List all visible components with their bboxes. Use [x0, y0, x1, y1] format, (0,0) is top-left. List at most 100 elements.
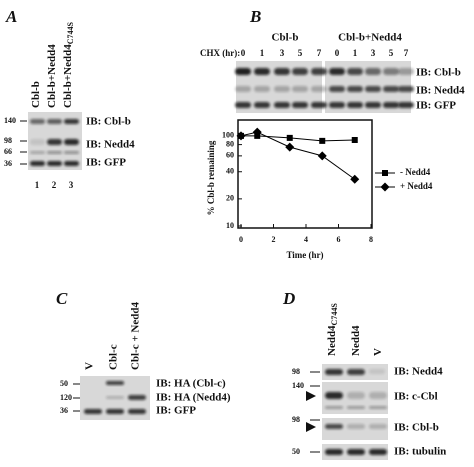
- band: [106, 381, 124, 385]
- band: [47, 119, 62, 124]
- band: [347, 68, 363, 75]
- lane-label: Nedd4: [350, 325, 362, 356]
- band: [347, 406, 365, 409]
- lane-label: Cbl-c: [108, 344, 120, 370]
- band: [398, 86, 414, 92]
- band: [329, 68, 345, 75]
- x-tick-label: 8: [369, 235, 373, 244]
- band: [254, 86, 270, 92]
- time-label: 3: [280, 48, 285, 58]
- point: [252, 127, 262, 137]
- marker-label: 36: [60, 406, 68, 415]
- y-tick-label: 60: [226, 151, 234, 160]
- point: [236, 131, 246, 141]
- band: [30, 151, 45, 154]
- blot-label: IB: HA (Cbl-c): [156, 378, 226, 390]
- lane-label-text: Cbl-b: [30, 81, 42, 108]
- band: [325, 392, 343, 399]
- point: [286, 134, 293, 141]
- blot-label: IB: Nedd4: [394, 366, 443, 378]
- band: [292, 68, 308, 75]
- band: [235, 68, 251, 75]
- blot-label: IB: c-Cbl: [394, 391, 438, 403]
- point: [317, 151, 327, 161]
- band: [47, 151, 62, 154]
- band: [254, 68, 270, 75]
- band: [369, 449, 387, 455]
- band: [369, 406, 387, 409]
- point: [285, 142, 295, 152]
- band: [369, 369, 385, 374]
- band: [292, 102, 308, 108]
- blot-label: IB: Cbl-b: [86, 116, 131, 128]
- marker-label: 140: [4, 116, 16, 125]
- marker-label: 36: [4, 159, 12, 168]
- band: [128, 409, 146, 414]
- panel-label: A: [5, 7, 17, 26]
- lane-label: Cbl-b+Nedd4: [46, 44, 58, 108]
- blot-label: IB: Nedd4: [86, 139, 135, 151]
- blot-label: IB: Cbl-b: [394, 422, 439, 434]
- band: [64, 119, 79, 124]
- chx-label: CHX (hr):: [200, 48, 240, 58]
- lane-label-text: Nedd4: [326, 325, 338, 356]
- lane-label: Nedd4C744S: [326, 303, 339, 356]
- band: [347, 369, 365, 375]
- marker-label: 140: [292, 381, 304, 390]
- marker-label: 66: [4, 147, 12, 156]
- point: [351, 136, 358, 143]
- marker-label: 120: [60, 393, 72, 402]
- band: [325, 369, 343, 375]
- group-label: Cbl-b: [272, 32, 299, 44]
- blot-label: IB: GFP: [416, 100, 456, 112]
- band: [30, 139, 45, 145]
- band: [254, 102, 270, 108]
- marker-label: 98: [292, 367, 300, 376]
- band: [47, 161, 62, 166]
- lane-label-text: Cbl-b+Nedd4: [62, 44, 74, 108]
- band: [325, 449, 343, 455]
- legend-marker: [382, 170, 388, 176]
- band: [347, 102, 363, 108]
- lane-label: V: [84, 362, 96, 370]
- band: [30, 161, 45, 166]
- band: [274, 68, 290, 75]
- band: [347, 86, 363, 92]
- band: [329, 86, 345, 92]
- band: [347, 449, 365, 455]
- blot-label: IB: Nedd4: [416, 85, 465, 97]
- x-tick-label: 6: [337, 235, 341, 244]
- y-tick-label: 80: [226, 139, 234, 148]
- lane-number: 3: [69, 180, 74, 190]
- band: [325, 424, 343, 429]
- band: [311, 68, 327, 75]
- lane-label: Cbl-b: [30, 81, 42, 108]
- band: [64, 151, 79, 154]
- arrow: [306, 391, 316, 401]
- y-tick-label: 100: [222, 131, 234, 140]
- band: [274, 86, 290, 92]
- time-label: 7: [317, 48, 322, 58]
- band: [383, 86, 399, 92]
- band: [398, 68, 414, 75]
- band: [329, 102, 345, 108]
- lane-label: Cbl-b+Nedd4C744S: [62, 21, 75, 108]
- legend-label: + Nedd4: [400, 181, 433, 191]
- group-label: Cbl-b+Nedd4: [338, 32, 402, 44]
- lane-label: Cbl-c + Nedd4: [130, 302, 142, 370]
- lane-label-sub: C744S: [330, 303, 339, 326]
- series-line: [240, 131, 356, 180]
- band: [30, 119, 45, 124]
- time-label: 5: [298, 48, 303, 58]
- blot-label: IB: tubulin: [394, 446, 446, 458]
- band: [325, 406, 343, 409]
- lane-number: 1: [35, 180, 40, 190]
- lane-label-text: V: [372, 348, 384, 356]
- marker-label: 50: [292, 447, 300, 456]
- lane-label-text: Cbl-b+Nedd4: [46, 44, 58, 108]
- band: [383, 68, 399, 75]
- x-tick-label: 4: [304, 235, 308, 244]
- band: [369, 392, 387, 399]
- band: [64, 161, 79, 166]
- band: [347, 392, 365, 399]
